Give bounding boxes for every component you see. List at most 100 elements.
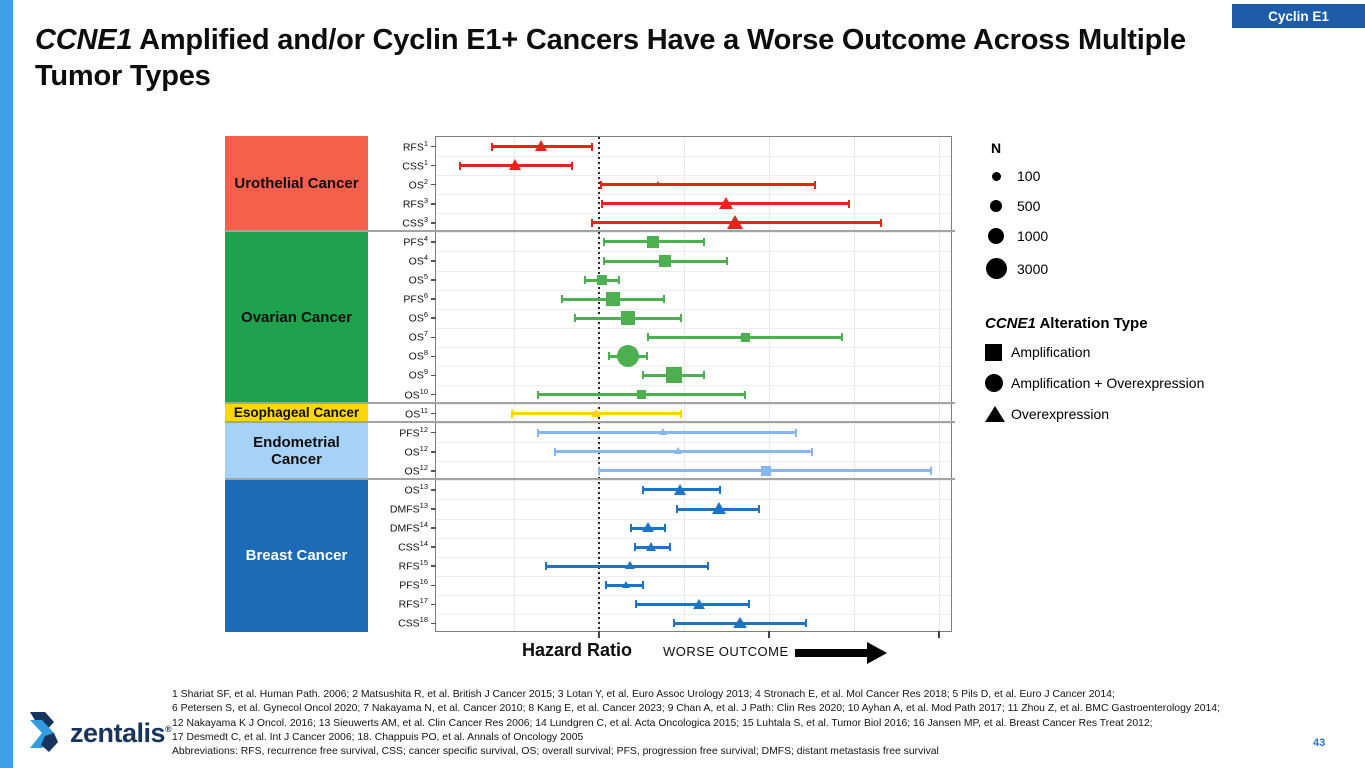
- square-marker: [597, 275, 608, 286]
- sample-size-legend-item: 3000: [985, 258, 1048, 279]
- triangle-marker: [655, 181, 661, 187]
- square-marker: [760, 465, 771, 476]
- ci-endcap: [679, 314, 682, 323]
- circle-marker-icon: [985, 374, 1011, 392]
- ci-endcap: [642, 371, 645, 380]
- ci-endcap: [747, 600, 750, 609]
- ci-endcap: [813, 180, 816, 189]
- legend-item-amplification-overexpression: Amplification + Overexpression: [985, 373, 1285, 393]
- vertical-gridline: [684, 137, 685, 631]
- row-tick: [431, 336, 436, 339]
- row-tick: [431, 451, 436, 453]
- row-gridline: [436, 442, 951, 444]
- row-gridline: [436, 518, 951, 520]
- endpoint-row-label: DMFS14: [389, 520, 428, 535]
- row-tick: [431, 279, 436, 281]
- row-gridline: [436, 537, 951, 539]
- row-gridline: [436, 423, 951, 425]
- ci-endcap: [574, 314, 577, 323]
- triangle-marker: [590, 408, 601, 417]
- ci-endcap: [669, 543, 672, 552]
- ci-endcap: [664, 524, 667, 533]
- ci-endcap: [847, 199, 850, 208]
- badge-label: Cyclin E1: [1268, 8, 1329, 24]
- square-marker: [740, 332, 750, 342]
- row-tick: [431, 241, 436, 243]
- ci-endcap: [633, 543, 636, 552]
- references-footer: 1 Shariat SF, et al. Human Path. 2006; 2…: [172, 688, 1302, 759]
- ci-endcap: [511, 409, 514, 418]
- row-tick: [431, 298, 436, 300]
- triangle-marker: [646, 541, 657, 551]
- x-axis-tick: [768, 631, 770, 638]
- endpoint-row-label: CSS1: [402, 157, 428, 173]
- tumor-type-block-endometrial: Endometrial Cancer: [225, 422, 368, 480]
- row-gridline: [436, 575, 951, 577]
- triangle-marker: [534, 140, 547, 152]
- sample-size-legend: N 100 500 1000 3000: [985, 140, 1145, 279]
- row-tick: [431, 317, 436, 319]
- size-circle-icon: [991, 171, 1001, 181]
- endpoint-row-label: OS2: [408, 176, 428, 192]
- ci-endcap: [598, 466, 600, 475]
- endpoint-row-label: OS5: [408, 272, 428, 287]
- triangle-marker: [674, 447, 683, 455]
- square-marker: [659, 255, 672, 267]
- row-tick: [431, 183, 436, 186]
- slide-tag-badge: Cyclin E1: [1232, 4, 1365, 28]
- x-axis-label: Hazard Ratio: [522, 640, 633, 660]
- ci-endcap: [490, 142, 493, 151]
- row-gridline: [436, 270, 951, 272]
- row-gridline: [436, 480, 951, 482]
- alteration-legend-title-rest: Alteration Type: [1035, 315, 1148, 332]
- ci-endcap: [618, 276, 621, 285]
- row-tick: [431, 603, 436, 606]
- sample-size-legend-title: N: [991, 140, 1002, 156]
- row-gridline: [436, 213, 951, 215]
- sample-size-legend-item: 100: [985, 168, 1040, 184]
- row-label-gutter: RFS1 CSS1 OS2 RFS3 CSS3 PFS4 OS4 OS5 PFS6 OS6 OS7 O…: [368, 136, 435, 632]
- square-marker: [647, 235, 660, 248]
- triangle-marker: [674, 483, 687, 495]
- ci-endcap: [795, 428, 798, 437]
- endpoint-row-label: OS12: [404, 462, 428, 478]
- ci-endcap: [706, 562, 709, 571]
- endpoint-row-label: CSS18: [398, 615, 428, 630]
- endpoint-row-label: OS9: [408, 367, 428, 382]
- triangle-marker: [719, 196, 733, 209]
- ci-endcap: [647, 333, 650, 342]
- row-gridline: [436, 613, 951, 615]
- endpoint-row-label: OS13: [404, 481, 428, 497]
- abbreviations-line: Abbreviations: RFS, recurrence free surv…: [172, 746, 939, 758]
- endpoint-row-label: OS11: [405, 405, 428, 421]
- ci-endcap: [630, 524, 633, 533]
- worse-outcome-label: WORSE OUTCOME: [663, 644, 789, 659]
- alteration-type-legend: CCNE1 Alteration Type Amplification Ampl…: [985, 315, 1285, 435]
- square-marker: [665, 367, 682, 384]
- row-tick: [431, 527, 436, 529]
- reference-line: 6 Petersen S, et al. Gynecol Oncol 2020;…: [172, 703, 1220, 715]
- row-gridline: [436, 156, 951, 158]
- row-tick: [431, 431, 436, 434]
- title-text: Amplified and/or Cyclin E1+ Cancers Have…: [35, 24, 1186, 93]
- triangle-marker: [733, 616, 748, 628]
- row-gridline: [436, 404, 951, 406]
- endpoint-row-label: CSS3: [402, 214, 428, 230]
- triangle-marker: [621, 580, 630, 588]
- triangle-marker: [726, 214, 743, 229]
- triangle-marker: [659, 428, 668, 436]
- tumor-type-column: Urothelial Cancer Ovarian Cancer Esophagea…: [225, 136, 368, 632]
- page-title: CCNE1 Amplified and/or Cyclin E1+ Cancer…: [35, 22, 1215, 95]
- ci-endcap: [929, 466, 932, 475]
- ci-endcap: [880, 218, 883, 227]
- row-tick: [431, 412, 436, 415]
- row-tick: [431, 508, 436, 510]
- row-gridline: [436, 385, 951, 386]
- ci-endcap: [642, 581, 645, 590]
- legend-item-label: Overexpression: [1011, 406, 1110, 422]
- worse-outcome-arrow: [795, 649, 867, 657]
- row-tick: [431, 145, 436, 148]
- ci-endcap: [553, 447, 556, 456]
- triangle-marker-icon: [985, 406, 1011, 422]
- row-tick: [431, 355, 436, 358]
